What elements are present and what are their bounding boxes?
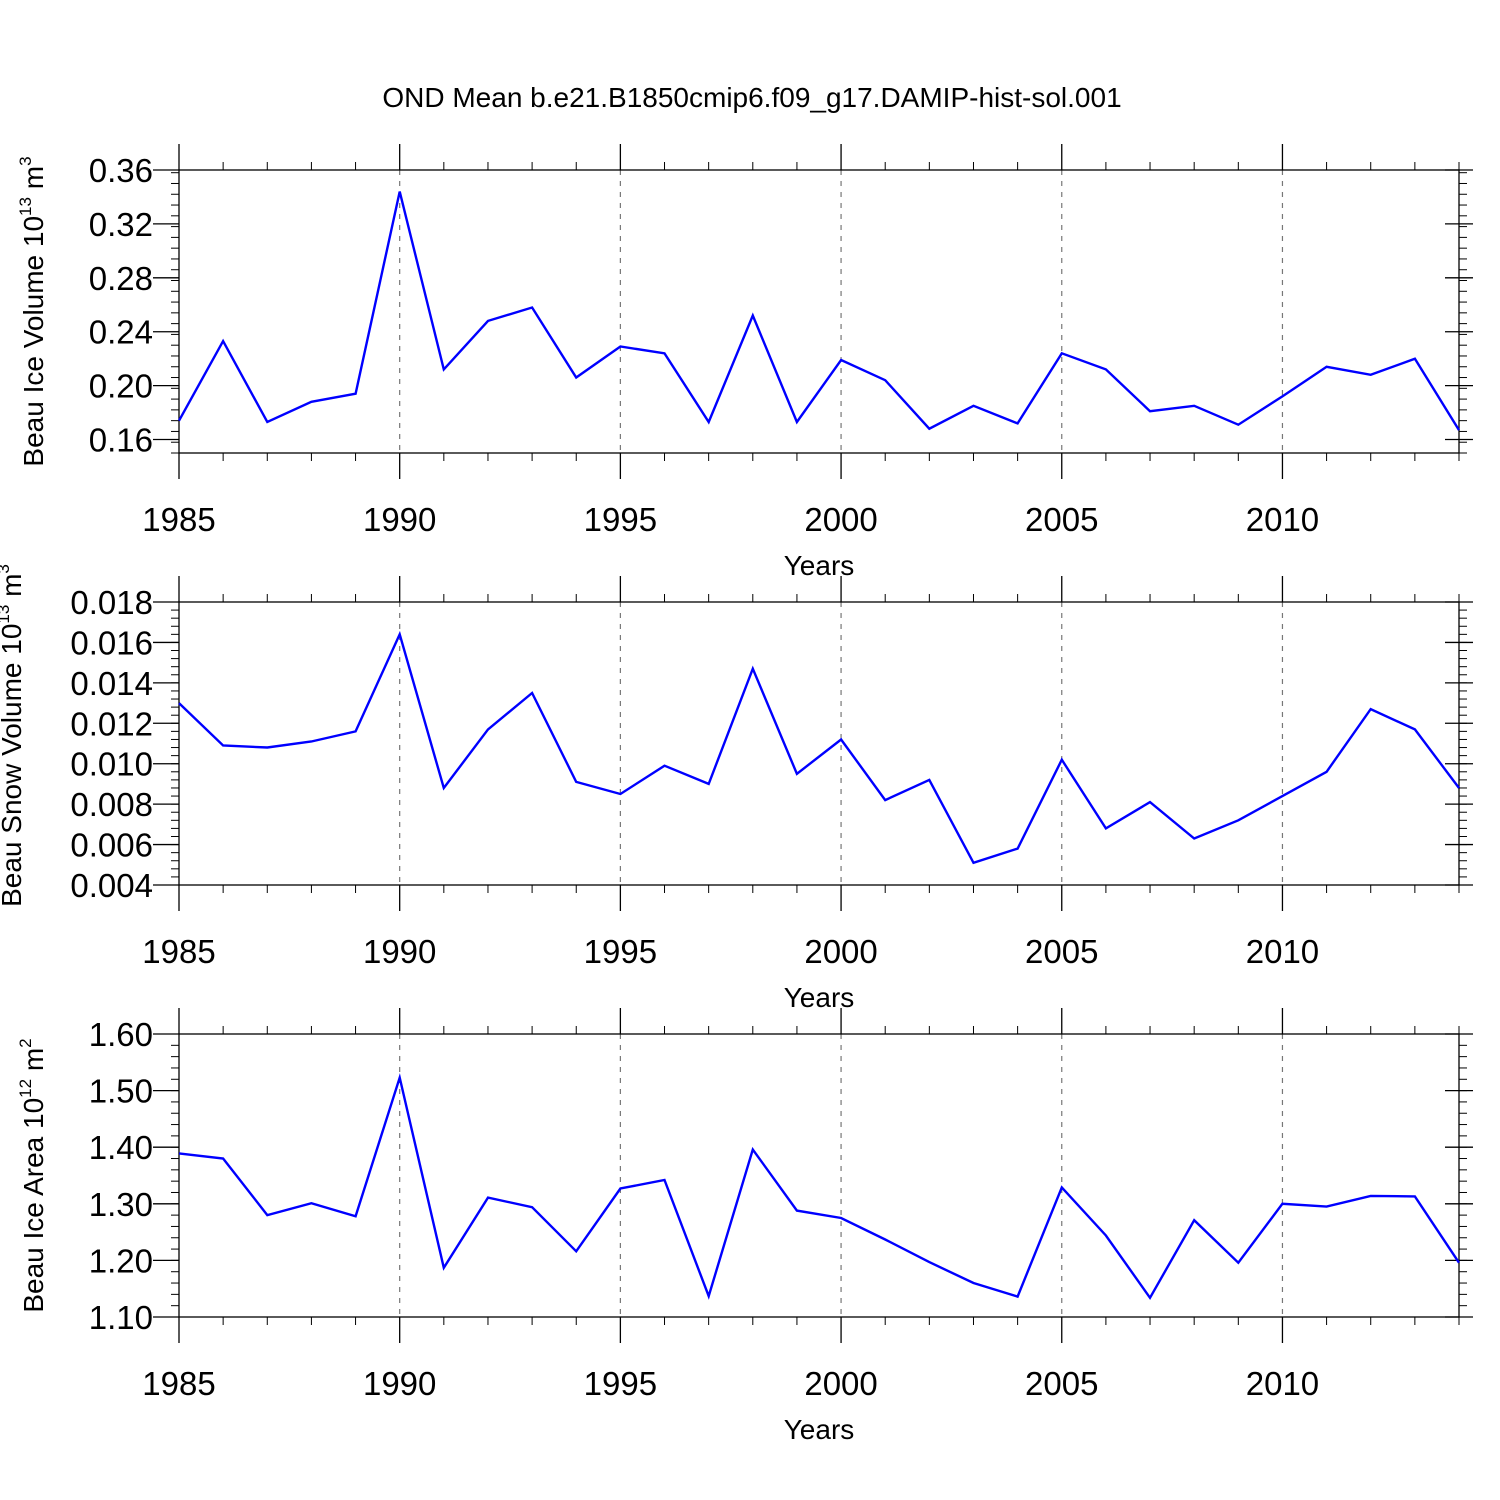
y-tick-label: 0.008 (70, 786, 153, 823)
x-tick-label: 1995 (584, 933, 657, 970)
y-tick-label: 1.40 (89, 1129, 153, 1166)
x-tick-label: 1990 (363, 501, 436, 538)
y-tick-label: 1.50 (89, 1073, 153, 1110)
panel-ice-volume: 0.16 0.20 0.24 0.28 0.32 0.36 1985 1990 1995 2000… (16, 144, 1473, 581)
plot-frame (178, 1033, 1460, 1318)
y-tick-label: 0.012 (70, 705, 153, 742)
y-tick-label: 0.36 (89, 152, 153, 189)
y-tick-label: 0.24 (89, 314, 153, 351)
y-tick-label: 0.004 (70, 867, 153, 904)
x-tick-label: 2005 (1025, 501, 1098, 538)
y-tick-label: 0.20 (89, 368, 153, 405)
y-tick-label: 1.30 (89, 1186, 153, 1223)
series-line-ice-volume (177, 191, 1461, 431)
x-tick-label: 2000 (804, 1365, 877, 1402)
x-tick-label: 1995 (584, 1365, 657, 1402)
y-axis-title: Beau Ice Volume 1013 m3 (16, 156, 49, 466)
series-line-ice-area (178, 1073, 1460, 1301)
y-tick-label: 0.010 (70, 746, 153, 783)
x-axis-title: Years (784, 550, 855, 581)
x-tick-label: 2010 (1246, 933, 1319, 970)
panel-ice-area: 1.10 1.20 1.30 1.40 1.50 1.60 1985 1990 1995 2000… (16, 1008, 1473, 1445)
y-axis-title: Beau Ice Area 1012 m2 (16, 1038, 49, 1312)
y-tick-label: 0.016 (70, 624, 153, 661)
y-tick-label: 1.10 (89, 1299, 153, 1336)
y-tick-label: 0.006 (70, 827, 153, 864)
x-tick-label: 2000 (804, 501, 877, 538)
x-tick-label: 2010 (1246, 501, 1319, 538)
x-tick-label: 2005 (1025, 1365, 1098, 1402)
panels: 0.16 0.20 0.24 0.28 0.32 0.36 1985 1990 1995 2000… (0, 144, 1473, 1445)
y-tick-label: 1.60 (89, 1016, 153, 1053)
x-axis-title: Years (784, 1414, 855, 1445)
x-axis-title: Years (784, 982, 855, 1013)
x-tick-label: 1995 (584, 501, 657, 538)
x-tick-label: 2000 (804, 933, 877, 970)
main-title: OND Mean b.e21.B1850cmip6.f09_g17.DAMIP-… (382, 82, 1121, 113)
plot-frame (178, 601, 1460, 886)
x-tick-label: 1985 (142, 1365, 215, 1402)
plot-frame (178, 169, 1460, 454)
y-tick-label: 1.20 (89, 1242, 153, 1279)
x-tick-label: 1990 (363, 1365, 436, 1402)
series-line-snow-volume (178, 630, 1460, 865)
y-tick-label: 0.014 (70, 665, 153, 702)
y-tick-label: 0.28 (89, 260, 153, 297)
y-axis-title: Beau Snow Volume 1013 m3 (0, 564, 27, 907)
y-tick-label: 0.16 (89, 422, 153, 459)
x-tick-label: 1985 (142, 933, 215, 970)
x-tick-label: 1990 (363, 933, 436, 970)
y-tick-label: 0.32 (89, 206, 153, 243)
y-tick-label: 0.018 (70, 584, 153, 621)
x-tick-label: 2010 (1246, 1365, 1319, 1402)
x-tick-label: 1985 (142, 501, 215, 538)
x-tick-label: 2005 (1025, 933, 1098, 970)
